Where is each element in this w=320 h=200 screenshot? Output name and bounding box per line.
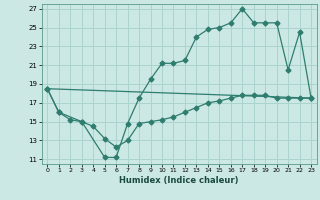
X-axis label: Humidex (Indice chaleur): Humidex (Indice chaleur) [119, 176, 239, 185]
